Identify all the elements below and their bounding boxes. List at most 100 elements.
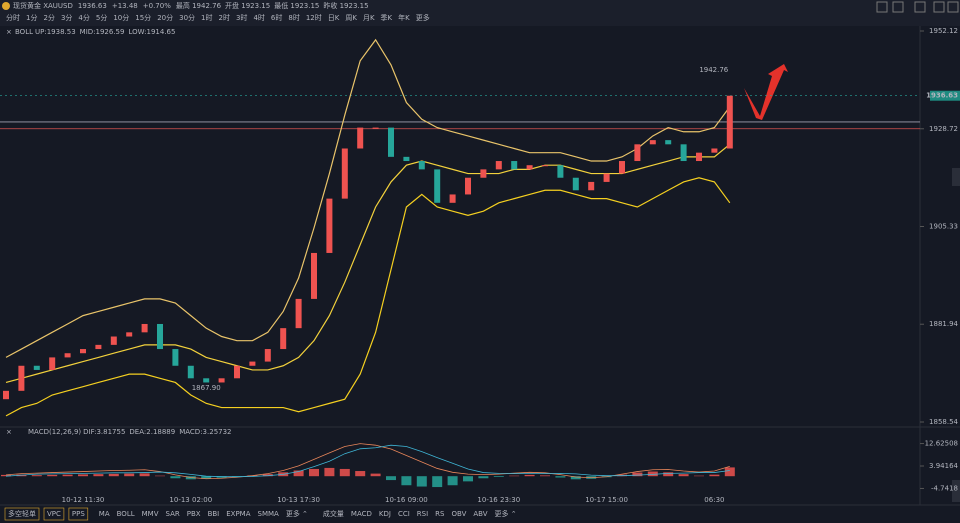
candle bbox=[665, 140, 672, 145]
button[interactable] bbox=[933, 1, 945, 13]
indicator-button[interactable]: RSI bbox=[417, 510, 428, 518]
candle bbox=[172, 349, 179, 366]
legend-entry: MACD:3.25732 bbox=[179, 428, 231, 436]
timeframe[interactable]: 15分 bbox=[135, 13, 151, 22]
y-tick-label: 1952.12 bbox=[929, 27, 958, 35]
timeframe[interactable]: 10分 bbox=[113, 13, 129, 22]
macd-bar bbox=[493, 476, 504, 477]
indicator-button[interactable]: CCI bbox=[398, 510, 410, 518]
timeframe[interactable]: 年K bbox=[398, 13, 410, 22]
timeframe[interactable]: 1分 bbox=[26, 13, 37, 22]
candle bbox=[480, 169, 487, 178]
candle bbox=[619, 161, 625, 174]
candle bbox=[126, 332, 133, 337]
candle bbox=[49, 357, 56, 370]
timeframe[interactable]: 月K bbox=[363, 14, 375, 22]
timeframe[interactable]: 1时 bbox=[201, 13, 212, 22]
timeframe[interactable]: 分时 bbox=[6, 13, 20, 22]
indicator-button[interactable]: EXPMA bbox=[226, 510, 250, 518]
timeframe[interactable]: 周K bbox=[345, 14, 357, 22]
button-frame[interactable] bbox=[68, 507, 89, 521]
legend-entry: DIF:3.81755 bbox=[83, 428, 125, 436]
change-pct: +0.70% bbox=[143, 2, 171, 10]
button[interactable] bbox=[892, 1, 904, 13]
candle bbox=[187, 365, 194, 379]
macd-bar bbox=[632, 472, 643, 477]
timeframe[interactable]: 6时 bbox=[271, 13, 282, 22]
macd-bar bbox=[78, 474, 88, 477]
indicator-button[interactable]: PBX bbox=[187, 510, 201, 518]
timeframe[interactable]: 3时 bbox=[236, 13, 247, 22]
window-buttons[interactable] bbox=[876, 1, 959, 13]
candle bbox=[465, 177, 471, 195]
timeframe[interactable]: 2时 bbox=[219, 13, 230, 22]
toolbar-button[interactable]: 多空轻单 bbox=[8, 509, 36, 518]
macd-bar bbox=[31, 475, 42, 477]
button[interactable] bbox=[947, 1, 959, 13]
indicator-button[interactable]: BBI bbox=[208, 510, 220, 518]
legend-entry: LOW:1914.65 bbox=[128, 28, 175, 36]
button[interactable] bbox=[876, 1, 888, 13]
side-handle[interactable] bbox=[952, 480, 960, 502]
x-tick-label: 10-13 02:00 bbox=[169, 496, 212, 504]
y-tick-label: 1858.54 bbox=[929, 418, 958, 426]
macd-bar bbox=[416, 476, 427, 487]
indicator-name: BOLL bbox=[15, 28, 33, 36]
button-frame[interactable] bbox=[4, 507, 40, 521]
macd-bar bbox=[724, 467, 735, 477]
indicator-button[interactable]: BOLL bbox=[117, 510, 135, 518]
timeframe[interactable]: 日K bbox=[328, 14, 340, 22]
toolbar-button[interactable]: PPS bbox=[72, 510, 85, 518]
close-icon[interactable]: ⨯ bbox=[6, 28, 12, 36]
macd-bar bbox=[324, 467, 335, 477]
indicator-button[interactable]: MACD bbox=[351, 510, 372, 518]
candle bbox=[388, 127, 394, 157]
indicator-button[interactable]: SAR bbox=[166, 510, 180, 518]
timeframe[interactable]: 4时 bbox=[253, 13, 264, 22]
indicator-button[interactable]: KDJ bbox=[379, 510, 391, 518]
indicator-button[interactable]: OBV bbox=[451, 510, 466, 518]
indicator-button[interactable]: SMMA bbox=[258, 510, 280, 518]
macd-bar bbox=[155, 475, 165, 477]
macd-bar bbox=[647, 471, 658, 477]
indicator-button[interactable]: ABV bbox=[473, 510, 487, 518]
indicator-name: MACD(12,26,9) bbox=[28, 428, 81, 436]
timeframe[interactable]: 4分 bbox=[78, 13, 89, 22]
macd-bar bbox=[370, 473, 381, 477]
macd-bar bbox=[570, 476, 581, 480]
close-icon[interactable]: ⨯ bbox=[6, 428, 12, 436]
indicator-button[interactable]: 成交量 bbox=[323, 509, 344, 518]
candle bbox=[218, 378, 225, 383]
timeframe[interactable]: 季K bbox=[381, 13, 393, 22]
toolbar-button[interactable]: VPC bbox=[47, 510, 61, 518]
timeframe[interactable]: 30分 bbox=[179, 13, 195, 22]
side-handle[interactable] bbox=[952, 168, 960, 186]
timeframe[interactable]: 8时 bbox=[288, 13, 299, 22]
button-frame[interactable] bbox=[43, 507, 65, 521]
macd-bar bbox=[555, 476, 566, 478]
x-tick-label: 10-16 23:30 bbox=[477, 496, 520, 504]
timeframe[interactable]: 2分 bbox=[43, 13, 54, 22]
gold-icon bbox=[2, 2, 10, 10]
indicator-button[interactable]: 更多 ⌃ bbox=[286, 509, 308, 518]
macd-bar bbox=[170, 476, 181, 479]
indicator-button[interactable]: RS bbox=[435, 510, 445, 518]
price-annotation: 1942.76 bbox=[699, 66, 728, 74]
legend-entry: MID:1926.59 bbox=[80, 28, 125, 36]
indicator-button[interactable]: 更多 ⌃ bbox=[495, 509, 517, 518]
timeframe[interactable]: 更多 bbox=[416, 13, 430, 22]
timeframe[interactable]: 3分 bbox=[61, 13, 72, 22]
indicator-button[interactable]: MA bbox=[99, 510, 110, 518]
macd-bar bbox=[694, 475, 704, 477]
timeframe[interactable]: 5分 bbox=[96, 13, 107, 22]
macd-bar bbox=[108, 473, 119, 477]
timeframe[interactable]: 20分 bbox=[157, 13, 173, 22]
button[interactable] bbox=[914, 1, 926, 13]
price: 1936.63 bbox=[78, 2, 107, 10]
timeframe[interactable]: 12时 bbox=[306, 13, 322, 22]
macd-bar bbox=[509, 475, 520, 477]
macd-bar bbox=[309, 468, 319, 477]
macd-bar bbox=[124, 473, 135, 477]
indicator-button[interactable]: MMV bbox=[142, 510, 159, 518]
macd-bar bbox=[478, 476, 489, 479]
